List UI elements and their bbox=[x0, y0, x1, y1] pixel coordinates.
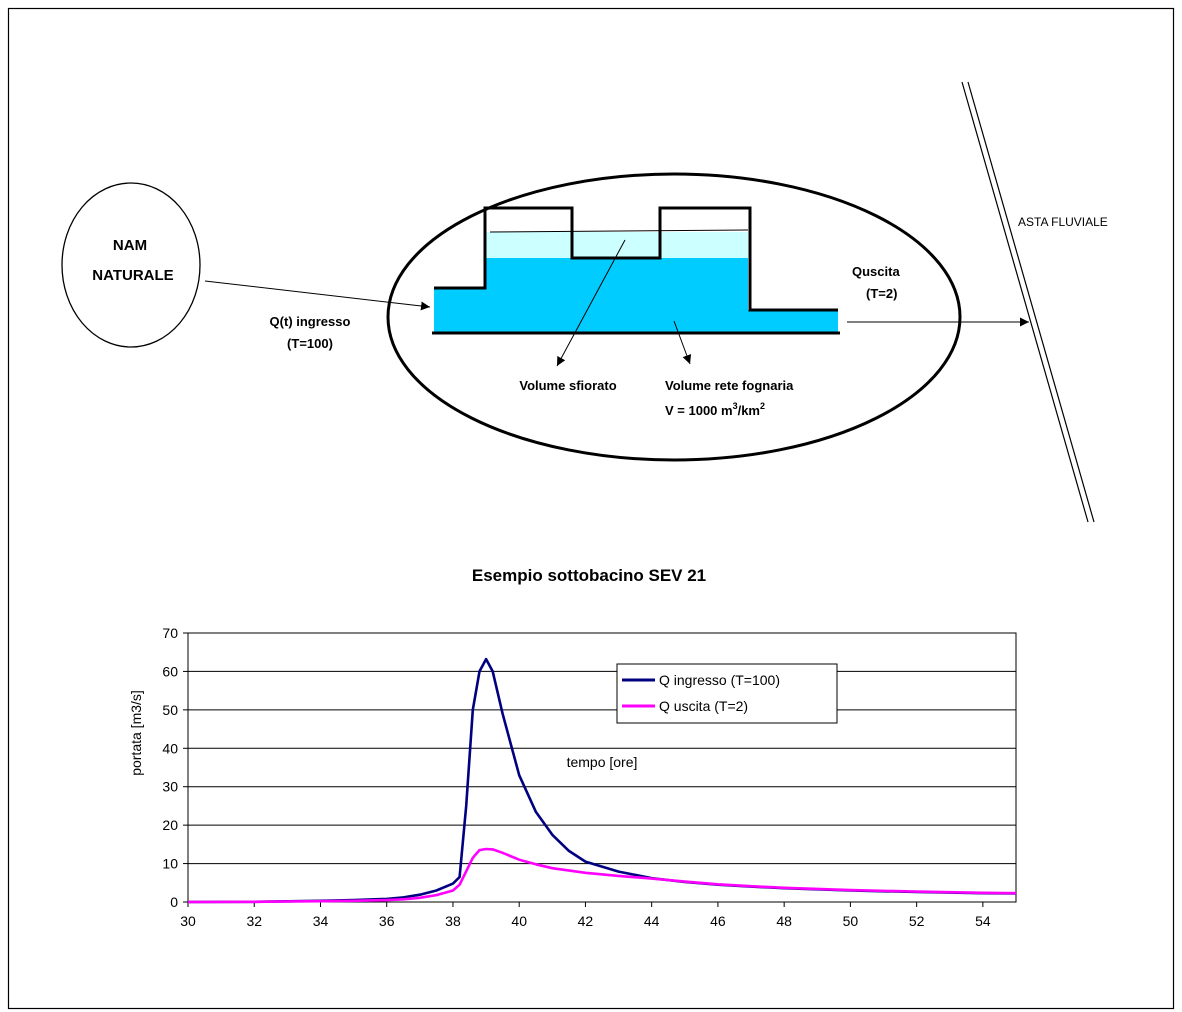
nam-label-line1: NAM bbox=[113, 237, 147, 254]
plot-area bbox=[187, 632, 1017, 903]
figure-frame bbox=[7, 7, 1175, 1010]
y-axis-ticks: 0 10 20 30 40 50 60 70 bbox=[162, 625, 188, 910]
nam-node bbox=[61, 182, 201, 348]
chart-title: Esempio sottobacino SEV 21 bbox=[472, 566, 706, 585]
y-axis-label: portata [m3/s] bbox=[128, 690, 144, 776]
y-tick-label: 50 bbox=[162, 702, 178, 718]
overflow-volume-arrow bbox=[556, 239, 626, 367]
x-tick-label: 36 bbox=[379, 913, 395, 929]
x-tick-label: 32 bbox=[246, 913, 262, 929]
series-line-1 bbox=[187, 657, 1017, 904]
x-axis-label: tempo [ore] bbox=[567, 754, 638, 770]
legend-entry: Q ingresso (T=100) bbox=[659, 672, 780, 688]
x-tick-label: 34 bbox=[313, 913, 329, 929]
sewer-volume-arrow bbox=[673, 320, 692, 365]
chart-legend: Q ingresso (T=100) Q uscita (T=2) bbox=[616, 663, 838, 724]
y-tick-label: 40 bbox=[162, 740, 178, 756]
outflow-label-line1: Quscita bbox=[852, 264, 900, 279]
overflow-volume-label: Volume sfiorato bbox=[519, 378, 616, 393]
x-tick-label: 38 bbox=[445, 913, 461, 929]
series-line-2 bbox=[187, 847, 1017, 904]
x-tick-label: 40 bbox=[511, 913, 527, 929]
water-surface-line bbox=[489, 229, 749, 233]
river-line-right bbox=[967, 81, 1095, 523]
inflow-label-line1: Q(t) ingresso bbox=[270, 314, 351, 329]
chart-gridlines bbox=[188, 670, 1016, 865]
legend-box bbox=[616, 663, 838, 724]
legend-entry: Q uscita (T=2) bbox=[659, 698, 748, 714]
outflow-label-line2: (T=2) bbox=[866, 286, 897, 301]
x-tick-label: 50 bbox=[843, 913, 859, 929]
chart-series bbox=[187, 657, 1017, 904]
x-tick-label: 52 bbox=[909, 913, 925, 929]
y-tick-label: 60 bbox=[162, 663, 178, 679]
y-tick-label: 20 bbox=[162, 817, 178, 833]
sewer-volume-label: Volume rete fognaria bbox=[665, 378, 794, 393]
y-tick-label: 30 bbox=[162, 779, 178, 795]
x-tick-label: 46 bbox=[710, 913, 726, 929]
tank-outline bbox=[434, 206, 838, 312]
x-tick-label: 42 bbox=[578, 913, 594, 929]
river-line-left bbox=[961, 81, 1089, 523]
x-tick-label: 48 bbox=[776, 913, 792, 929]
nam-label-line2: NATURALE bbox=[92, 267, 173, 284]
sewer-volume-formula: V = 1000 m3/km2 bbox=[665, 401, 765, 418]
y-tick-label: 10 bbox=[162, 856, 178, 872]
hydrograph-chart: Esempio sottobacino SEV 21 0 10 20 30 40 50 60… bbox=[128, 566, 1017, 929]
x-tick-label: 30 bbox=[180, 913, 196, 929]
river-label: ASTA FLUVIALE bbox=[1018, 215, 1108, 229]
network-water bbox=[434, 258, 838, 333]
inflow-arrow bbox=[204, 280, 431, 311]
y-tick-label: 0 bbox=[170, 894, 178, 910]
y-tick-label: 70 bbox=[162, 625, 178, 641]
inflow-label-line2: (T=100) bbox=[287, 336, 333, 351]
x-tick-label: 54 bbox=[975, 913, 991, 929]
x-axis-ticks: 30 32 34 36 38 40 42 44 46 48 50 52 54 bbox=[180, 902, 991, 929]
x-tick-label: 44 bbox=[644, 913, 660, 929]
flow-diagram: NAM NATURALE Q(t) ingresso (T=100) Volum… bbox=[61, 81, 1108, 523]
